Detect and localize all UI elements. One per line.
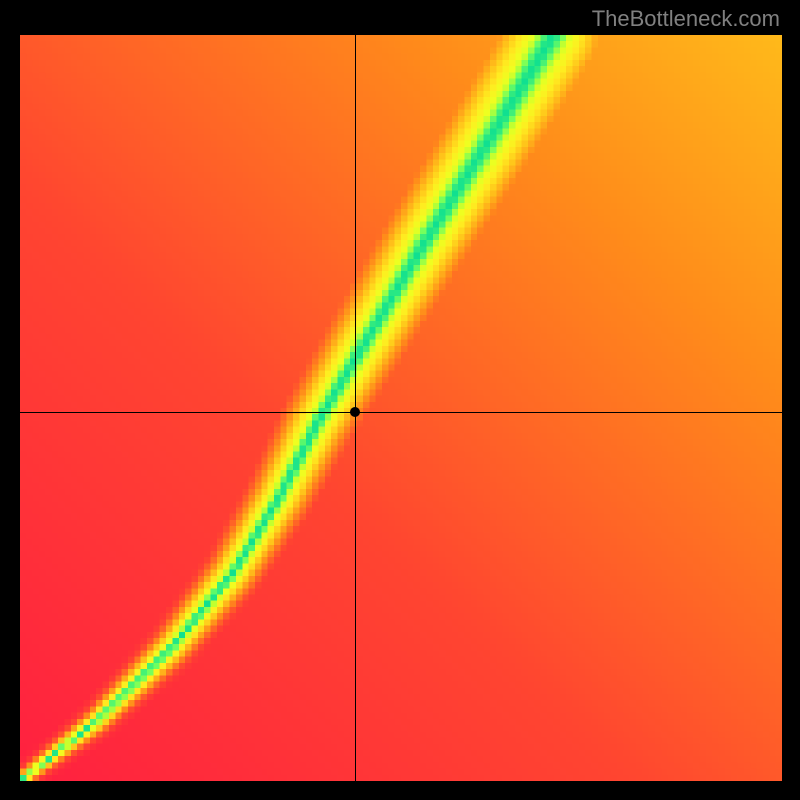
watermark-text: TheBottleneck.com: [592, 6, 780, 32]
chart-container: TheBottleneck.com: [0, 0, 800, 800]
crosshair-horizontal: [20, 412, 782, 413]
heatmap-canvas: [20, 35, 782, 781]
plot-area: [20, 35, 782, 781]
marker-dot: [350, 407, 360, 417]
